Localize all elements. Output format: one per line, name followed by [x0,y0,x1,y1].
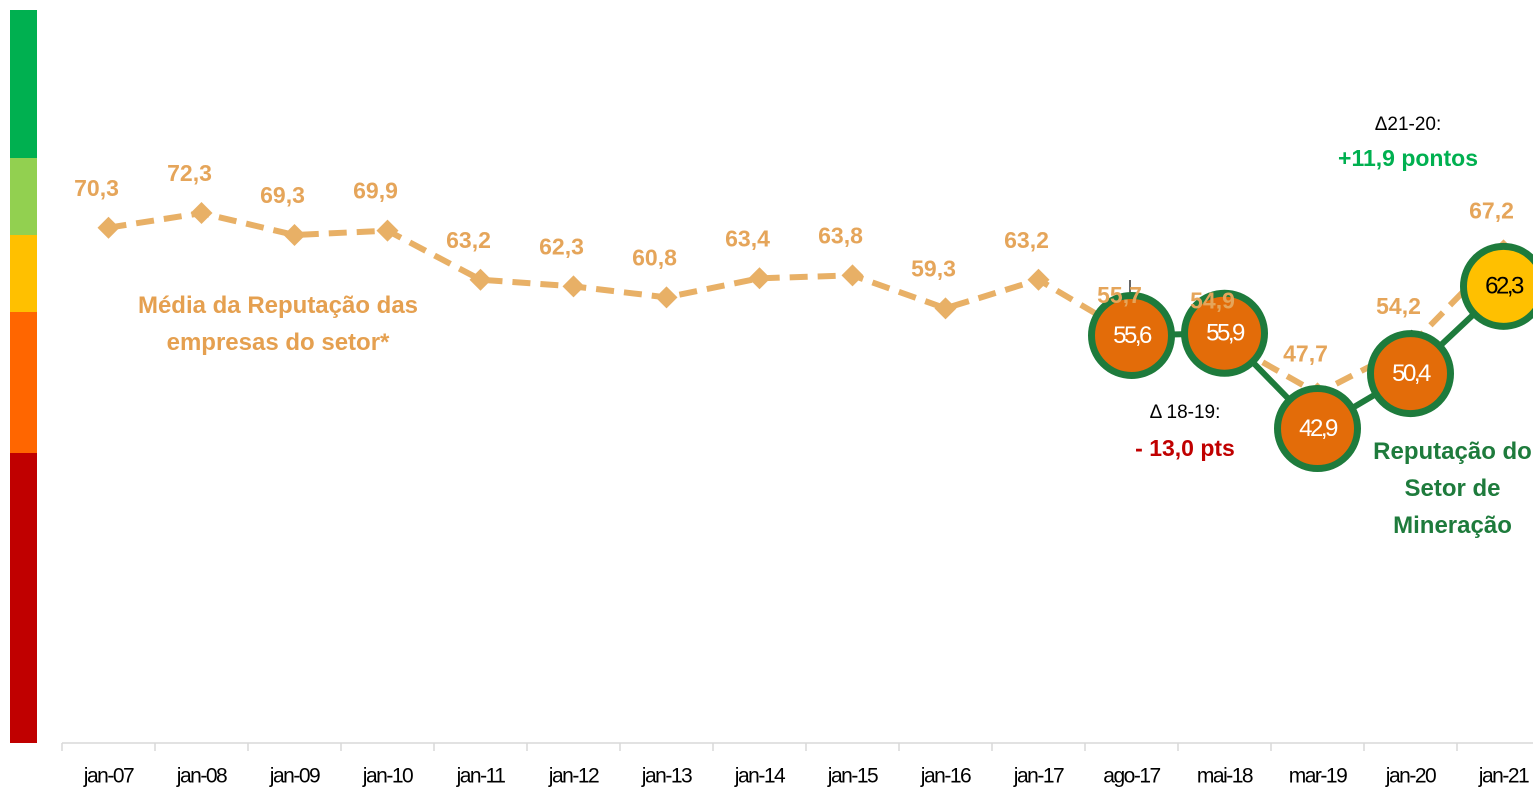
marker [655,286,678,309]
x-tick-label: jan-20 [1385,765,1436,788]
marker [97,216,120,239]
marker [1181,289,1268,377]
scale-band [10,453,37,743]
marker [283,224,306,247]
x-tick-label: ago-17 [1103,765,1160,788]
data-label: 69,9 [353,178,398,204]
x-tick-label: jan-12 [548,765,599,788]
series-name: Média da Reputação das empresas do setor… [137,292,419,356]
data-label: 54,9 [1190,288,1235,314]
x-tick-label: jan-16 [920,765,971,788]
scale-band [10,235,37,312]
x-tick-label: jan-11 [456,765,506,788]
marker [841,264,864,287]
annotation-label: Δ21-20: [1375,114,1442,135]
x-tick-label: mar-19 [1289,765,1347,788]
x-tick-label: jan-10 [362,765,413,788]
data-label: 63,4 [725,225,770,251]
x-tick-label: jan-13 [641,765,692,788]
data-label: 42,9 [1299,415,1338,442]
data-label: 47,7 [1283,340,1328,366]
marker [934,297,957,320]
data-label: 62,3 [1485,273,1524,300]
annotation-label: Δ 18-19: [1150,402,1221,423]
data-label: 72,3 [167,160,212,186]
data-label: 62,3 [539,233,584,259]
scale-band [10,158,37,235]
marker [190,202,213,225]
annotation-value: - 13,0 pts [1135,435,1235,461]
scale-band [10,312,37,453]
data-label: 67,2 [1469,198,1514,224]
data-label: 63,8 [818,222,863,248]
x-tick-label: jan-17 [1013,765,1064,788]
marker [748,267,771,290]
data-label: 60,8 [632,244,677,270]
marker [1367,330,1454,418]
data-label: 70,3 [74,175,119,201]
data-label: 63,2 [446,227,491,253]
data-label: 54,2 [1376,293,1421,319]
data-label: 55,6 [1113,322,1152,349]
x-tick-label: jan-08 [176,765,227,788]
x-tick-label: mai-18 [1197,765,1253,788]
data-label: 55,9 [1206,320,1245,347]
x-tick-label: jan-07 [83,765,134,788]
data-label: 59,3 [911,255,956,281]
x-tick-label: jan-09 [269,765,320,788]
x-tick-label: jan-21 [1478,765,1529,788]
scale-band [10,10,37,158]
x-tick-label: jan-14 [734,765,786,788]
data-label: 55,7 [1097,282,1142,308]
marker [376,219,399,242]
series-line [108,210,1506,397]
series-name: Reputação do Setor de Mineração [1373,438,1532,539]
marker [469,268,492,291]
marker [1088,291,1175,379]
annotation-value: +11,9 pontos [1338,145,1478,171]
x-tick-label: jan-15 [827,765,878,788]
marker [1460,242,1533,330]
marker [1274,385,1361,473]
data-label: 69,3 [260,182,305,208]
data-label: 63,2 [1004,227,1049,253]
marker [1027,268,1050,291]
data-label: 50,4 [1392,360,1431,387]
marker [562,275,585,298]
